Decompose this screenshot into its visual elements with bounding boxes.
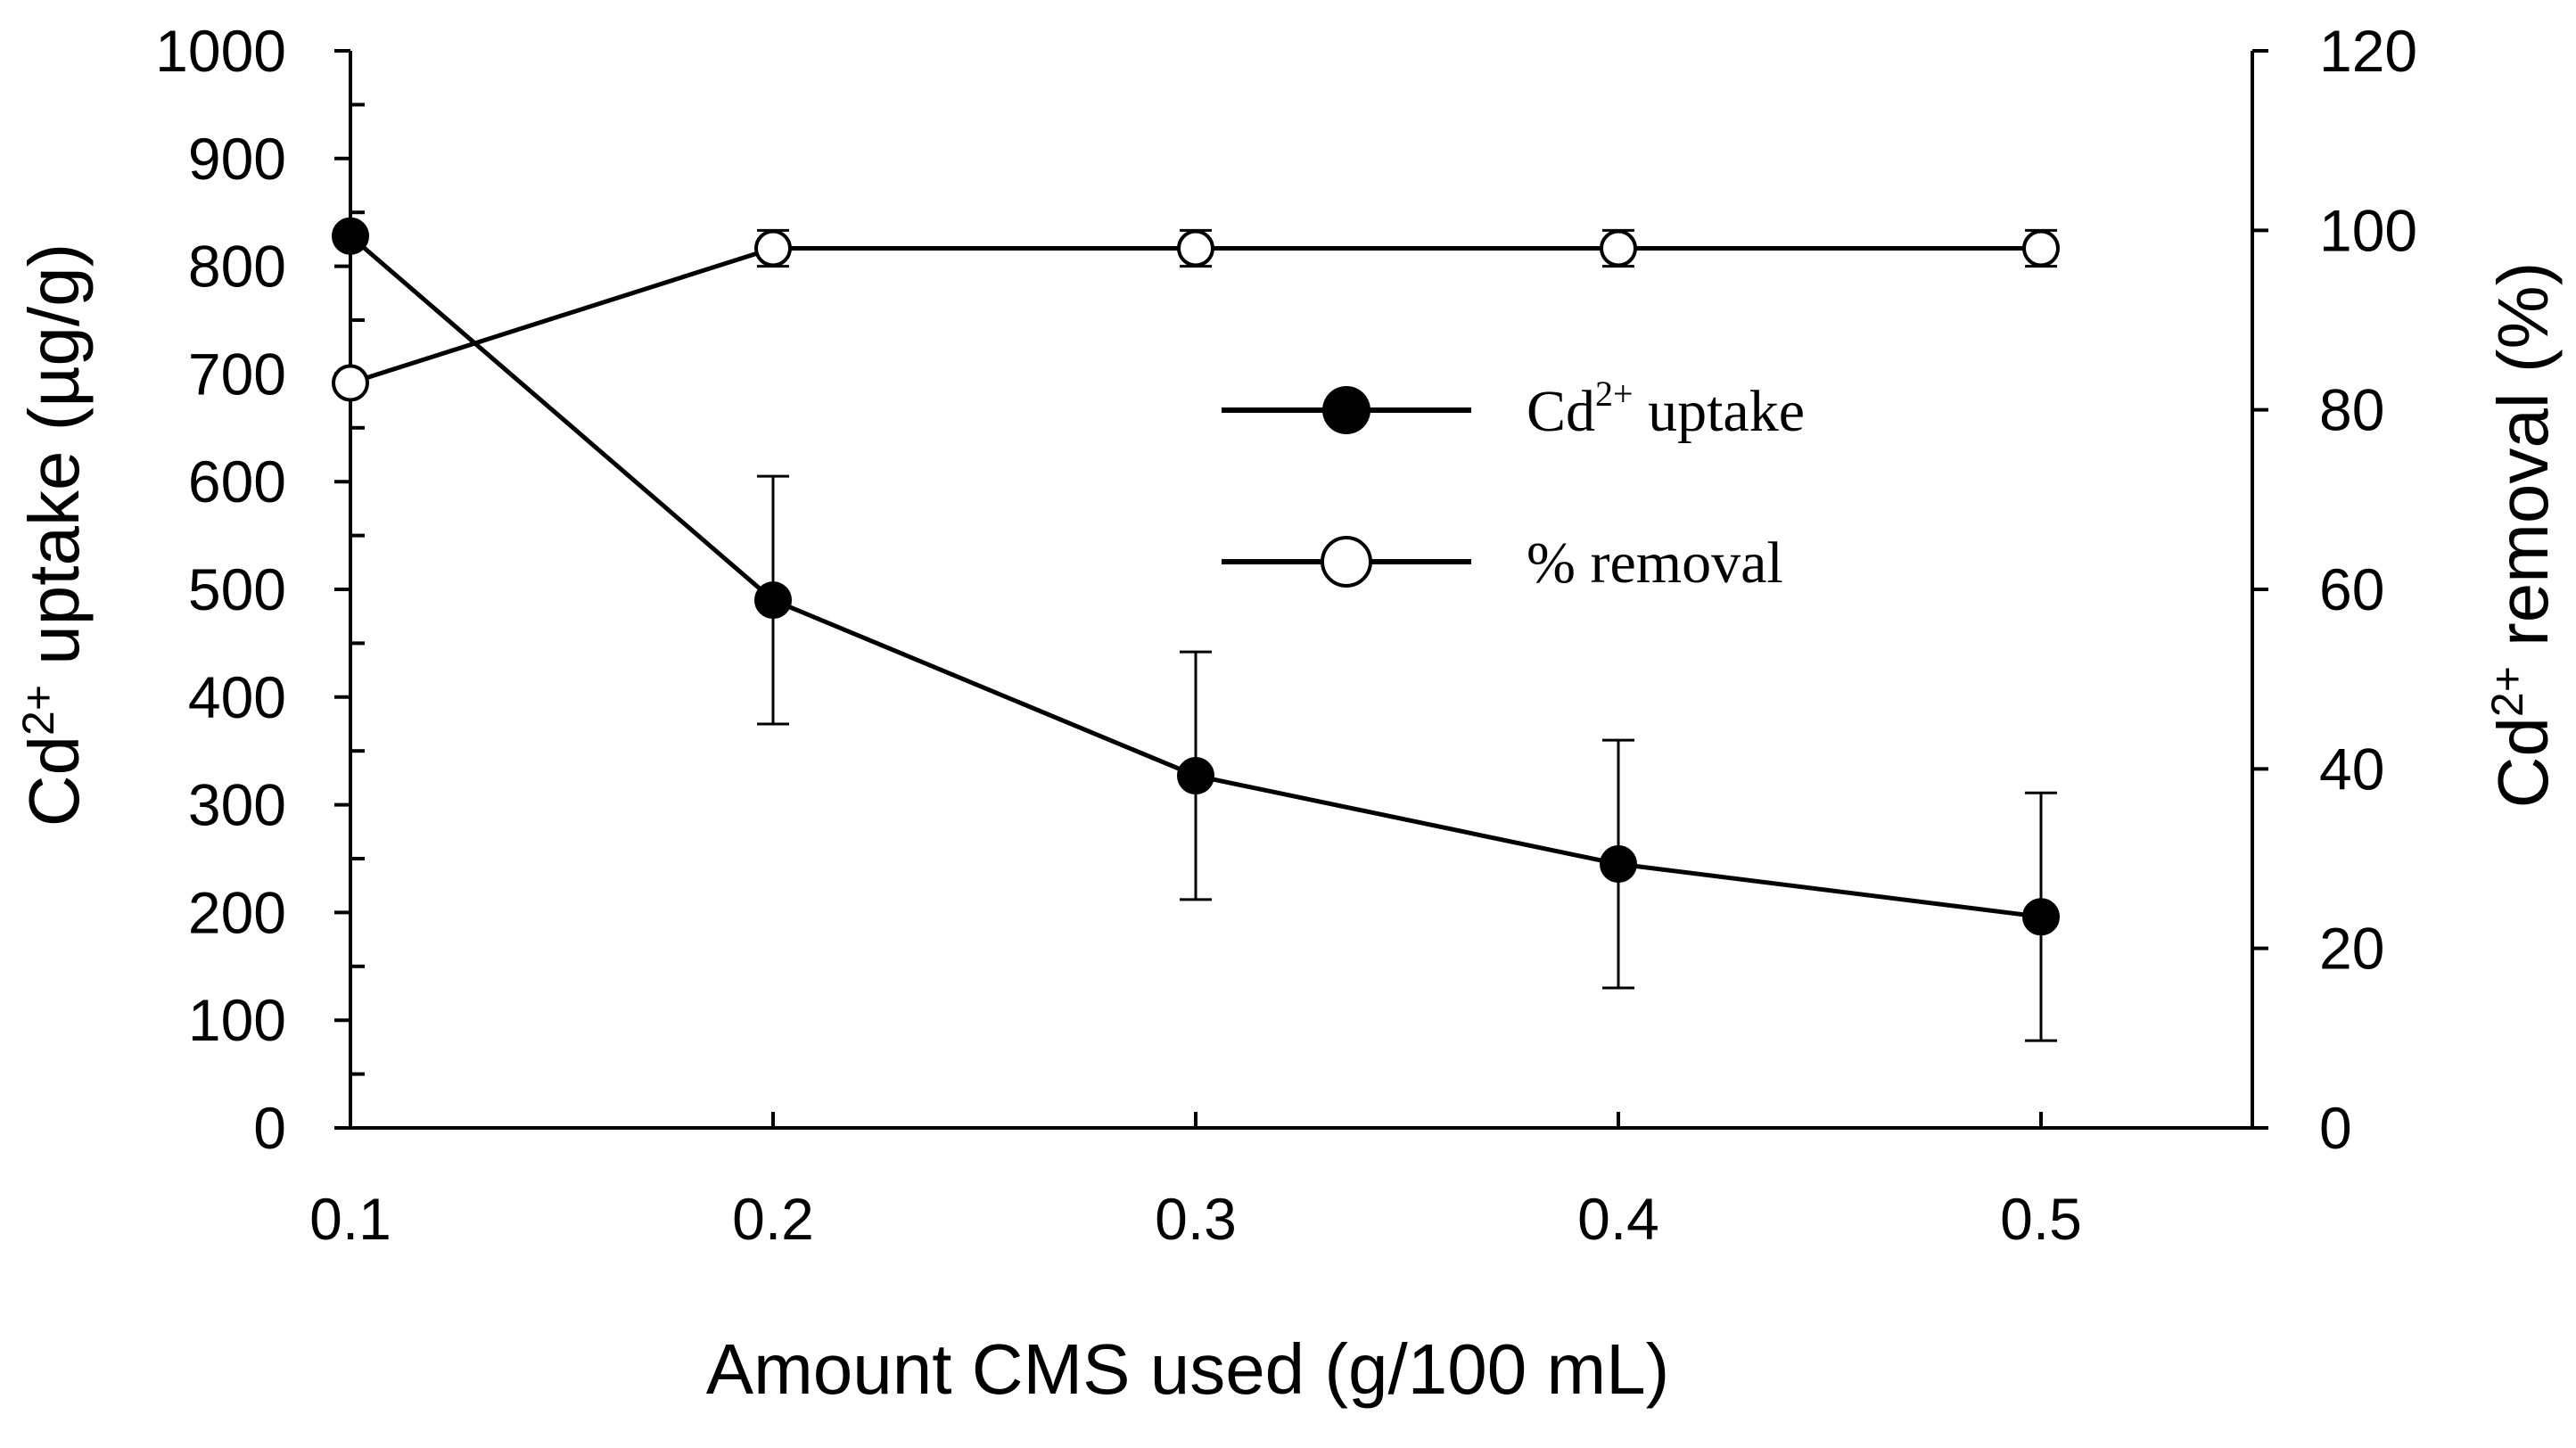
- axes: [334, 49, 2268, 1130]
- y-tick-label: 200: [188, 879, 286, 945]
- legend-item-1: Cd2+ uptake: [1222, 374, 1805, 444]
- y-tick-label: 100: [188, 987, 286, 1053]
- y-tick-label: 600: [188, 448, 286, 514]
- x-tick-label: 0.3: [1155, 1186, 1237, 1252]
- y2-axis-title: Cd2+ removal (%): [2482, 262, 2563, 809]
- y2-axis-title-base: Cd: [2483, 717, 2563, 808]
- y2-axis-title-rest: removal (%): [2483, 262, 2563, 666]
- y-tick-label: 500: [188, 556, 286, 622]
- y-tick-label: 1000: [155, 18, 286, 84]
- y-axis-title: Cd2+ uptake (µg/g): [13, 243, 94, 827]
- y2-tick-label: 80: [2319, 377, 2384, 443]
- data-point: [332, 217, 369, 255]
- data-point: [2022, 229, 2060, 267]
- data-point: [754, 581, 792, 620]
- legend: Cd2+ uptake % removal: [1222, 374, 1805, 596]
- series-line: [350, 245, 2041, 385]
- y2-tick-labels: 0 20 40 60 80 100 120: [2319, 18, 2417, 1161]
- y-tick-label: 0: [253, 1095, 286, 1161]
- legend-label: % removal: [1527, 531, 1783, 596]
- y2-tick-label: 120: [2319, 18, 2417, 84]
- y2-tick-label: 60: [2319, 556, 2384, 622]
- x-tick-labels: 0.1 0.2 0.3 0.4 0.5: [309, 1186, 2082, 1252]
- data-point: [754, 229, 792, 267]
- y-axis-title-base: Cd: [14, 736, 94, 827]
- y2-tick-label: 40: [2319, 736, 2384, 802]
- data-point: [2022, 898, 2060, 936]
- legend-label-base: % removal: [1527, 531, 1783, 596]
- y-tick-label: 400: [188, 664, 286, 730]
- y2-tick-label: 100: [2319, 197, 2417, 263]
- y2-axis-title-sup: 2+: [2482, 666, 2532, 717]
- x-axis-title: Amount CMS used (g/100 mL): [706, 1329, 1669, 1409]
- legend-label: Cd2+ uptake: [1527, 374, 1805, 444]
- y-tick-label: 800: [188, 234, 286, 300]
- y-tick-label: 700: [188, 341, 286, 407]
- x-tick-label: 0.5: [2000, 1186, 2082, 1252]
- x-tick-label: 0.1: [309, 1186, 391, 1252]
- data-point: [1600, 229, 1637, 267]
- data-point: [1177, 756, 1214, 794]
- data-point: [1600, 845, 1637, 884]
- legend-label-rest: uptake: [1634, 379, 1805, 444]
- y-axis-title-rest: uptake (µg/g): [14, 243, 94, 685]
- series-layer: [332, 217, 2060, 1042]
- legend-marker: [1322, 386, 1370, 434]
- legend-item-2: % removal: [1222, 531, 1783, 596]
- data-point: [1177, 229, 1214, 267]
- series-1: [332, 217, 2060, 1042]
- y-axis-title-sup: 2+: [13, 685, 63, 736]
- y-tick-labels: 0 100 200 300 400 500 600 700 800 900 1000: [155, 18, 286, 1161]
- y2-tick-label: 0: [2319, 1095, 2352, 1161]
- y2-tick-label: 20: [2319, 916, 2384, 982]
- y-tick-label: 300: [188, 772, 286, 838]
- legend-label-base: Cd: [1527, 379, 1595, 444]
- legend-marker: [1321, 536, 1372, 588]
- series-2: [332, 228, 2060, 402]
- x-tick-label: 0.4: [1577, 1186, 1659, 1252]
- data-point: [332, 364, 369, 402]
- y-tick-label: 900: [188, 126, 286, 192]
- x-tick-label: 0.2: [732, 1186, 814, 1252]
- legend-label-sup: 2+: [1595, 374, 1634, 414]
